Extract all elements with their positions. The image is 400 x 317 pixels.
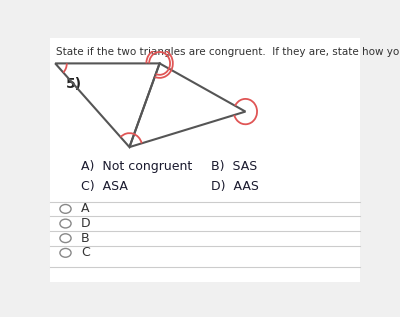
- Text: A: A: [81, 202, 90, 216]
- Text: B)  SAS: B) SAS: [211, 160, 258, 173]
- FancyBboxPatch shape: [50, 38, 360, 282]
- Text: 5): 5): [66, 77, 82, 91]
- Text: C)  ASA: C) ASA: [81, 180, 128, 193]
- Text: D)  AAS: D) AAS: [211, 180, 259, 193]
- Text: B: B: [81, 232, 90, 245]
- Text: C: C: [81, 246, 90, 259]
- Text: A)  Not congruent: A) Not congruent: [81, 160, 192, 173]
- Text: D: D: [81, 217, 91, 230]
- Text: State if the two triangles are congruent.  If they are, state how you know.: State if the two triangles are congruent…: [56, 47, 400, 56]
